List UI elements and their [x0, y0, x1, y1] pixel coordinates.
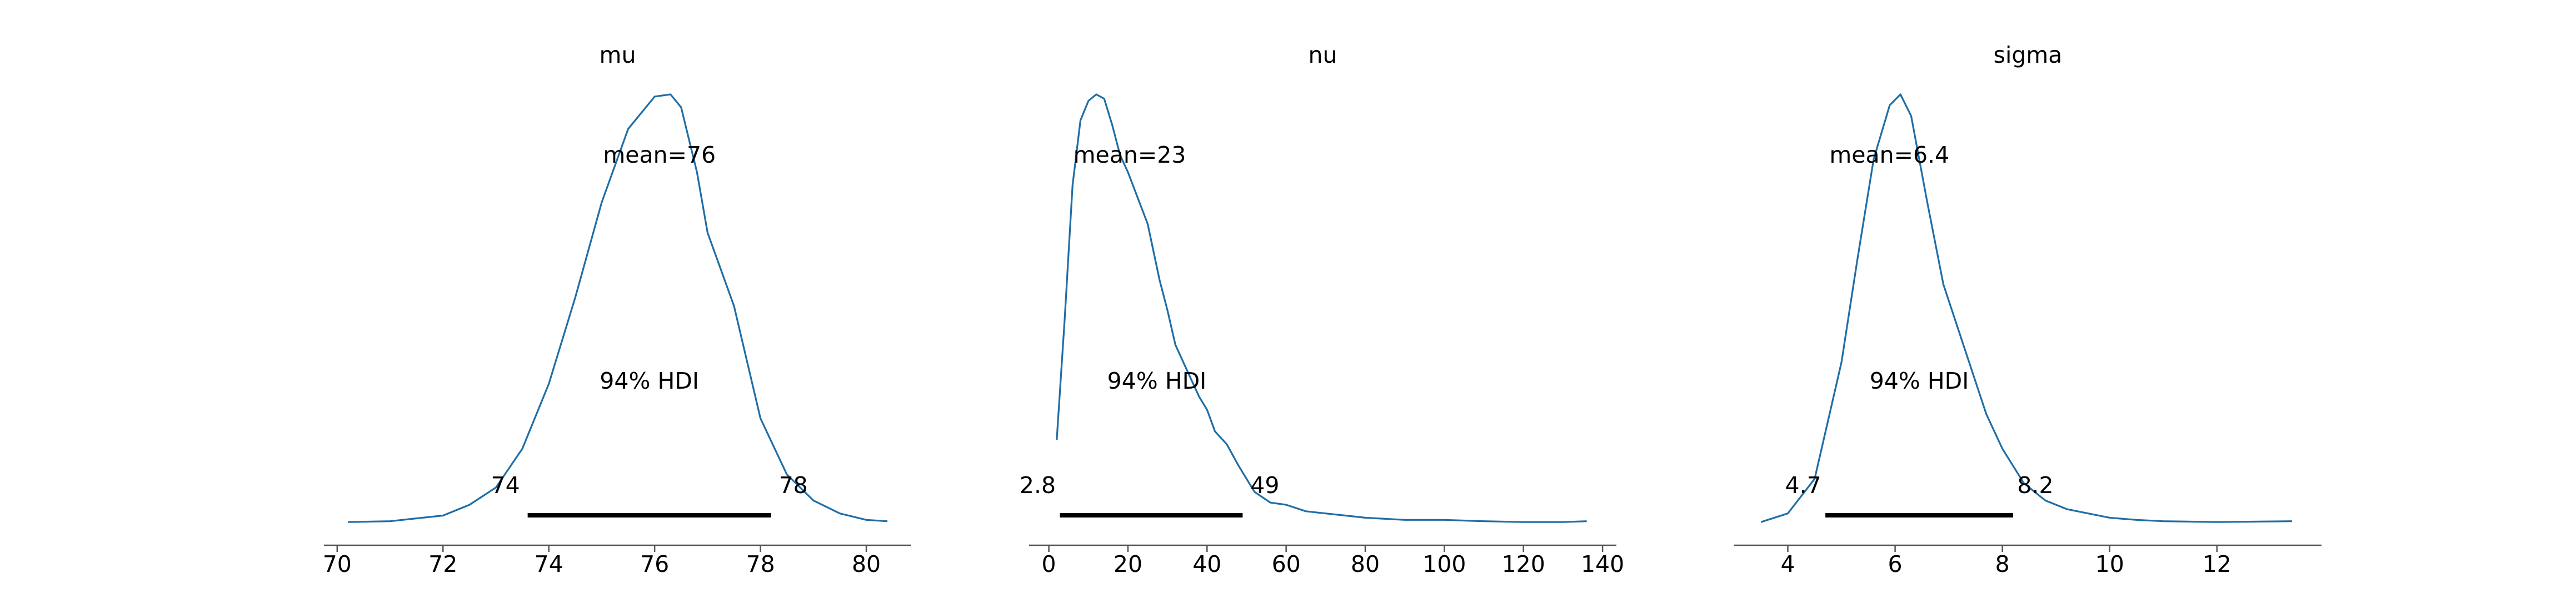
hdi-high-label: 8.2	[2017, 472, 2053, 499]
x-tick-label: 6	[1888, 551, 1903, 577]
panel-nu: nu 0 20 40 60 80 100 120 140 2.8 49 94% HDI mean=23	[1020, 42, 1624, 577]
panel-title: mu	[600, 42, 636, 68]
x-tick-label: 74	[535, 551, 563, 577]
panel-title: nu	[1309, 42, 1337, 68]
hdi-high-label: 49	[1250, 472, 1279, 499]
x-tick-label: 72	[428, 551, 457, 577]
x-tick-label: 60	[1272, 551, 1301, 577]
x-tick-label: 70	[323, 551, 352, 577]
x-tick-label: 8	[1995, 551, 2010, 577]
mean-label: mean=23	[1074, 142, 1186, 168]
density-curve	[1056, 93, 1587, 523]
x-tick-label: 80	[1351, 551, 1380, 577]
mean-label: mean=76	[603, 142, 716, 168]
x-tick-label: 0	[1042, 551, 1056, 577]
x-tick-label: 76	[640, 551, 669, 577]
x-tick-label: 140	[1581, 551, 1624, 577]
panel-title: sigma	[1994, 42, 2063, 68]
panel-sigma: sigma 4 6 8 10 12 4.7 8.2 94% HDI mean=6.4	[1734, 42, 2322, 577]
x-tick-label: 12	[2203, 551, 2231, 577]
hdi-low-label: 2.8	[1020, 472, 1056, 499]
hdi-caption: 94% HDI	[1870, 368, 1969, 394]
x-tick-label: 80	[852, 551, 881, 577]
x-tick-label: 120	[1502, 551, 1545, 577]
x-tick-label: 10	[2095, 551, 2124, 577]
x-tick-label: 78	[746, 551, 775, 577]
panel-mu: mu 70 72 74 76 78 80 74 78 94% HDI mean=76	[323, 42, 911, 577]
x-tick-label: 100	[1422, 551, 1466, 577]
hdi-high-label: 78	[779, 472, 808, 499]
x-tick-label: 40	[1192, 551, 1221, 577]
x-tick-label: 20	[1114, 551, 1142, 577]
hdi-caption: 94% HDI	[1107, 368, 1207, 394]
hdi-low-label: 74	[491, 472, 520, 499]
x-tick-label: 4	[1780, 551, 1795, 577]
hdi-caption: 94% HDI	[600, 368, 699, 394]
density-curve	[347, 93, 888, 523]
density-curve	[1760, 93, 2292, 523]
hdi-low-label: 4.7	[1785, 472, 1821, 499]
mean-label: mean=6.4	[1829, 142, 1949, 168]
